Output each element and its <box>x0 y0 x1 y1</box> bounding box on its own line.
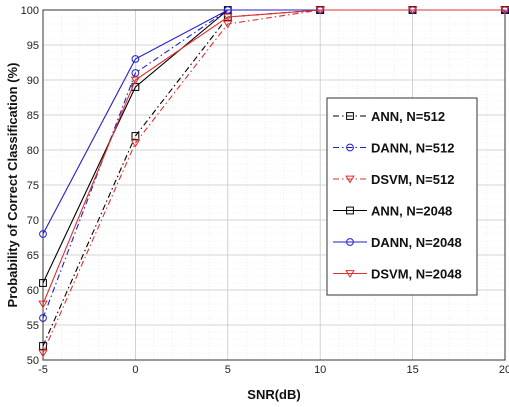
data-point <box>130 139 141 148</box>
legend-entry: ANN, N=512 <box>333 109 445 124</box>
y-tick-label: 80 <box>27 145 39 157</box>
data-point <box>407 6 418 15</box>
data-point <box>131 132 140 140</box>
legend-label: DSVM, N=512 <box>371 172 454 187</box>
x-axis-ticks: -5 0 5 10 15 20 <box>38 364 509 376</box>
x-tick-label: 15 <box>406 364 418 376</box>
data-point <box>315 6 325 15</box>
x-axis-label: SNR(dB) <box>247 387 300 402</box>
data-point <box>39 230 47 238</box>
x-tick-label: 5 <box>225 364 231 376</box>
data-point <box>39 342 47 350</box>
legend-label: DSVM, N=2048 <box>371 267 462 282</box>
legend-marker <box>345 175 355 184</box>
y-tick-label: 90 <box>27 75 39 87</box>
data-point <box>223 6 232 14</box>
series-6 <box>38 6 509 309</box>
x-tick-label: -5 <box>38 364 48 376</box>
data-point <box>131 55 140 63</box>
data-point <box>39 279 47 287</box>
y-tick-label: 100 <box>21 5 39 17</box>
legend-entry: DSVM, N=512 <box>333 172 454 187</box>
y-tick-label: 95 <box>27 40 39 52</box>
legend-box <box>326 97 478 296</box>
legend-marker <box>345 270 355 278</box>
legend-label: ANN, N=512 <box>371 109 445 124</box>
y-tick-label: 85 <box>27 110 39 122</box>
legend-entry: DANN, N=2048 <box>333 235 462 250</box>
data-point <box>38 349 48 358</box>
y-axis-label: Probability of Correct Classification (%… <box>5 63 20 308</box>
legend-marker <box>346 238 354 246</box>
y-tick-label: 65 <box>27 250 39 262</box>
data-point <box>130 76 141 85</box>
legend-label: DANN, N=512 <box>371 141 454 156</box>
legend-marker <box>346 112 354 120</box>
data-point <box>223 13 233 22</box>
data-point <box>39 314 47 322</box>
data-point <box>38 300 48 309</box>
y-tick-label: 70 <box>27 215 39 227</box>
legend-entry: DSVM, N=2048 <box>333 267 462 282</box>
x-tick-label: 0 <box>132 364 138 376</box>
legend-label: ANN, N=2048 <box>371 204 452 219</box>
y-axis-ticks: 50 55 60 65 70 75 80 85 90 95 100 <box>21 5 39 367</box>
legend: ANN, N=512 DANN, N=512 DSVM, N=512 ANN, N=2… <box>326 97 478 296</box>
legend-entry: DANN, N=512 <box>333 141 454 156</box>
x-tick-label: 10 <box>314 364 326 376</box>
y-tick-label: 60 <box>27 285 39 297</box>
data-point <box>500 6 509 15</box>
x-tick-label: 20 <box>499 364 509 376</box>
series-layer <box>38 6 509 358</box>
legend-entry: ANN, N=2048 <box>333 204 452 219</box>
data-point <box>131 69 140 77</box>
y-tick-label: 55 <box>27 320 39 332</box>
legend-label: DANN, N=2048 <box>371 235 462 250</box>
y-tick-label: 75 <box>27 180 39 192</box>
legend-marker <box>346 143 354 152</box>
series-line <box>42 9 505 305</box>
y-tick-label: 50 <box>27 355 39 367</box>
legend-marker <box>346 206 354 215</box>
